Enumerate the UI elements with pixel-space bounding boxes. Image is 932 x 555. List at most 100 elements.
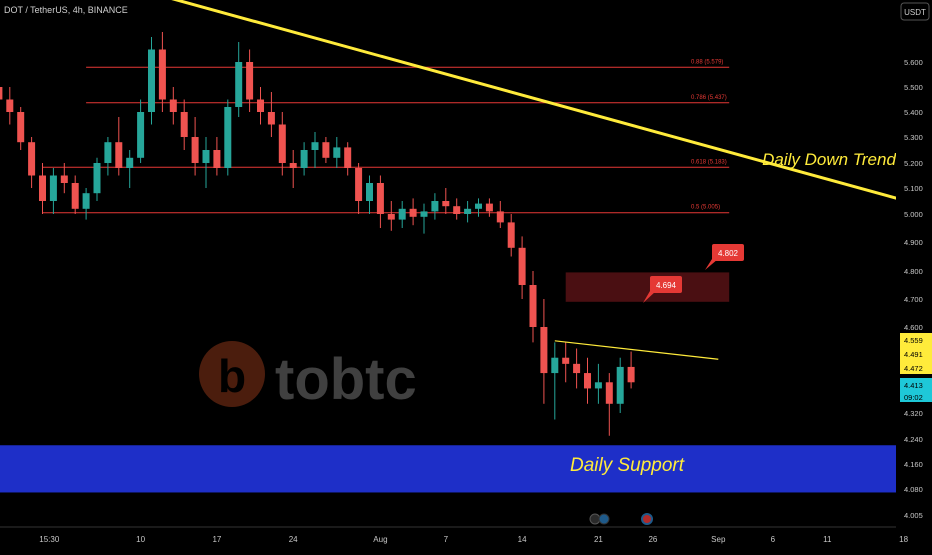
- local-resistance-trendline[interactable]: [554, 340, 719, 360]
- price-tick-label: 4.005: [904, 511, 923, 520]
- price-tick-label: 5.500: [904, 83, 923, 92]
- candle-body: [289, 163, 297, 168]
- time-axis-ticks: 15:30 10 17 24 Aug 7 14 21 26 Sep 6 11 18: [39, 535, 908, 544]
- price-axis-labels: 4.559 4.491 4.472 4.413 09:02: [900, 333, 932, 402]
- highlight-price-label: 4.472: [904, 364, 923, 373]
- candle-body: [28, 142, 36, 176]
- candle-body: [39, 175, 46, 201]
- price-badge-4694: 4.694: [643, 276, 682, 303]
- price-tick-label: 4.900: [904, 238, 923, 247]
- candle-body: [300, 150, 308, 168]
- price-badge-4802-bg: [712, 244, 744, 261]
- candle-body: [224, 107, 232, 168]
- price-tick-label: 4.080: [904, 485, 923, 494]
- candle-body: [398, 208, 406, 220]
- candle-body: [464, 208, 472, 214]
- candle-body: [562, 357, 570, 364]
- candle-body: [93, 163, 101, 194]
- price-tick-label: 4.320: [904, 409, 923, 418]
- candle-body: [278, 124, 286, 163]
- candle-body: [409, 208, 417, 217]
- candle-body: [148, 49, 155, 112]
- price-tick-label: 4.800: [904, 267, 923, 276]
- watermark-logo-letter: b: [218, 350, 246, 402]
- candle-body: [0, 87, 3, 100]
- candle-body: [387, 214, 395, 220]
- price-axis[interactable]: [896, 0, 932, 550]
- price-tick-label: 5.300: [904, 133, 923, 142]
- candle-body: [104, 142, 112, 163]
- candle-body: [311, 142, 319, 150]
- candle-body: [115, 142, 123, 168]
- time-tick-label: 15:30: [39, 535, 60, 544]
- time-tick-label: 17: [212, 535, 221, 544]
- candle-body: [137, 112, 145, 158]
- price-tick-label: 4.160: [904, 460, 923, 469]
- watermark-brand-text: tobtc: [275, 347, 417, 412]
- highlight-price-labels-bg: [900, 333, 932, 374]
- candle-body: [485, 203, 493, 212]
- candle-body: [6, 99, 14, 112]
- candle-body: [246, 62, 254, 100]
- candle-body: [202, 150, 210, 163]
- candle-body: [169, 99, 177, 112]
- candle-body: [257, 99, 264, 112]
- candle-body: [366, 183, 373, 201]
- candle-body: [344, 147, 352, 168]
- currency-badge-text: USDT: [904, 8, 926, 17]
- candle-body: [584, 373, 591, 389]
- event-icons[interactable]: [589, 513, 653, 525]
- candle-body: [453, 206, 461, 214]
- candle-body: [235, 62, 243, 107]
- fib-label: 0.786 (5.437): [691, 95, 727, 101]
- price-tick-label: 5.400: [904, 108, 923, 117]
- candle-body: [213, 150, 221, 168]
- trendlines: [130, 0, 926, 360]
- candle-body: [551, 357, 559, 374]
- candle-body: [605, 382, 613, 404]
- candle-body: [180, 112, 188, 137]
- candle-body: [627, 366, 635, 383]
- highlight-price-label: 4.559: [904, 336, 923, 345]
- time-tick-label: 10: [136, 535, 145, 544]
- candle-body: [540, 327, 548, 374]
- price-badge-4694-text: 4.694: [656, 281, 677, 290]
- daily-support-label: Daily Support: [570, 455, 685, 476]
- candle-body: [518, 247, 526, 285]
- countdown-label: 09:02: [904, 393, 923, 402]
- currency-badge[interactable]: [900, 2, 930, 21]
- fib-label: 0.618 (5.183): [691, 159, 727, 165]
- candle-body: [420, 211, 428, 217]
- daily-down-trend-label: Daily Down Trend: [762, 150, 896, 169]
- candle-body: [594, 382, 602, 389]
- fib-levels: 0.88 (5.579) 0.786 (5.437) 0.618 (5.183) 0.…: [42, 59, 730, 214]
- candle-body: [82, 193, 90, 209]
- time-tick-label: 6: [771, 535, 776, 544]
- candle-body: [355, 168, 363, 201]
- price-tick-label: 5.100: [904, 184, 923, 193]
- price-tick-label: 4.700: [904, 295, 923, 304]
- earnings-event-icon[interactable]: [598, 513, 610, 525]
- candle-body: [376, 183, 384, 214]
- current-price-label: 4.413: [904, 381, 923, 390]
- candle-body: [17, 112, 25, 143]
- candle-body: [126, 157, 134, 168]
- symbol-title[interactable]: DOT / TetherUS, 4h, BINANCE: [4, 5, 128, 15]
- time-tick-label: 11: [823, 535, 832, 544]
- price-badge-4694-bg: [650, 276, 682, 293]
- time-tick-label: 7: [444, 535, 449, 544]
- candle-body: [267, 112, 275, 125]
- price-badge-4694-tail: [643, 291, 656, 303]
- candle-body: [475, 203, 482, 209]
- candle-body: [573, 363, 581, 374]
- candle-body: [158, 49, 166, 100]
- candle-body: [322, 142, 330, 158]
- time-tick-label: Sep: [711, 535, 726, 544]
- news-event-icon[interactable]: [641, 513, 653, 525]
- candle-body: [191, 137, 199, 163]
- daily-down-trendline[interactable]: [130, 0, 926, 208]
- price-tick-label: 4.240: [904, 435, 923, 444]
- watermark-logo-icon: [199, 341, 265, 407]
